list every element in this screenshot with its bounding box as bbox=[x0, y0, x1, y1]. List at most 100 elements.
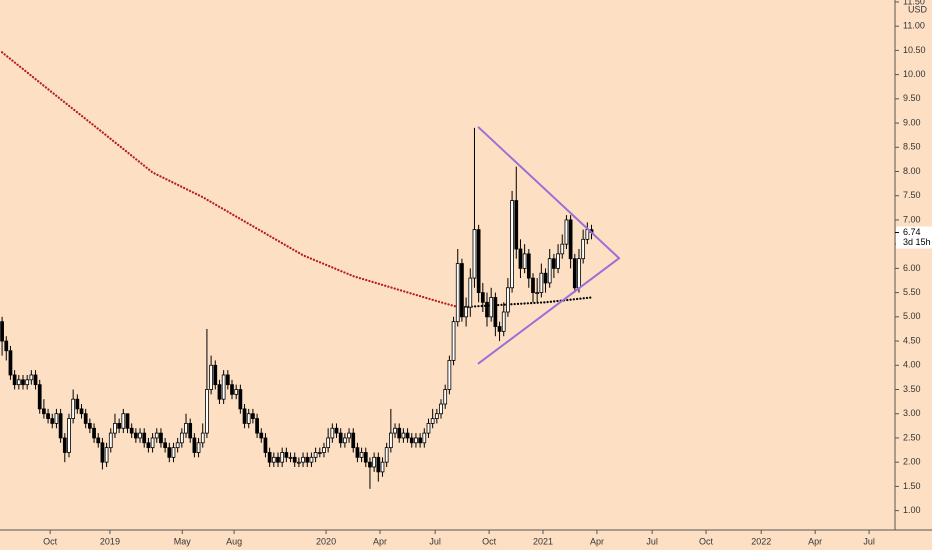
candle-body bbox=[25, 379, 30, 386]
candle-body bbox=[485, 301, 489, 318]
y-tick-label: 10.50 bbox=[903, 45, 926, 55]
y-tick-label: 4.00 bbox=[903, 360, 921, 370]
candle-body bbox=[506, 287, 510, 313]
candle-body bbox=[384, 447, 389, 463]
candle-body bbox=[313, 452, 318, 458]
candle-body bbox=[443, 389, 448, 405]
candle-body bbox=[54, 413, 59, 424]
y-tick-label: 1.00 bbox=[903, 505, 921, 515]
y-tick-label: 5.00 bbox=[903, 311, 921, 321]
candle-body bbox=[539, 272, 544, 294]
y-tick-label: 3.50 bbox=[903, 384, 921, 394]
candle-body bbox=[142, 432, 147, 444]
candle-body bbox=[393, 427, 397, 434]
candle-body bbox=[522, 253, 527, 269]
candle-body bbox=[359, 452, 364, 458]
trendline bbox=[477, 257, 621, 365]
candle-body bbox=[267, 452, 272, 463]
candle-body bbox=[585, 229, 590, 240]
candle-body bbox=[4, 340, 9, 352]
y-tick-label: 3.00 bbox=[903, 408, 921, 418]
y-tick-label: 7.50 bbox=[903, 190, 921, 200]
candle-body bbox=[288, 456, 293, 459]
candle-body bbox=[430, 418, 435, 424]
candle-body bbox=[372, 456, 376, 468]
candle-body bbox=[284, 452, 289, 458]
candle-body bbox=[37, 384, 42, 410]
candle-body bbox=[159, 432, 163, 444]
candle-body bbox=[397, 427, 402, 439]
candle-body bbox=[251, 413, 255, 419]
candle-body bbox=[355, 447, 360, 458]
candle-body bbox=[50, 418, 55, 424]
candle-body bbox=[568, 219, 573, 260]
candle-body bbox=[46, 413, 50, 419]
candle-body bbox=[543, 272, 548, 284]
candle-body bbox=[388, 432, 393, 449]
candle-body bbox=[380, 461, 385, 473]
y-tick-label: 9.00 bbox=[903, 117, 921, 127]
candle-body bbox=[117, 423, 122, 429]
candle-body bbox=[146, 442, 151, 449]
candle-body bbox=[480, 292, 485, 303]
candle-body bbox=[167, 447, 172, 458]
candle-body bbox=[330, 427, 335, 439]
y-tick-label: 11.50 bbox=[903, 0, 925, 6]
candle-body bbox=[12, 374, 17, 386]
candle-body bbox=[510, 200, 514, 289]
candle-body bbox=[217, 384, 222, 400]
candle-body bbox=[138, 432, 142, 439]
candle-body bbox=[422, 432, 427, 444]
candle-body bbox=[213, 364, 218, 386]
candle-body bbox=[577, 258, 581, 289]
candle-body bbox=[376, 456, 381, 473]
candle-body bbox=[42, 408, 46, 415]
x-tick-label: 2019 bbox=[100, 536, 120, 546]
candle-body bbox=[363, 452, 368, 463]
y-tick-label: 6.00 bbox=[903, 263, 921, 273]
candle-body bbox=[464, 306, 468, 318]
candle-body bbox=[556, 253, 560, 269]
candle-body bbox=[242, 408, 247, 424]
candle-body bbox=[476, 229, 481, 294]
candle-body bbox=[238, 389, 243, 410]
candle-body bbox=[255, 418, 259, 434]
last-price-box bbox=[896, 226, 932, 249]
candle-body bbox=[150, 437, 155, 449]
candle-body bbox=[71, 398, 76, 419]
candle-body bbox=[8, 350, 13, 376]
candle-body bbox=[434, 413, 439, 419]
y-tick-label: 5.50 bbox=[903, 287, 921, 297]
candle-body bbox=[58, 413, 63, 439]
candle-body bbox=[347, 432, 351, 439]
x-tick-label: Oct bbox=[43, 536, 58, 546]
last-price-label: 6.74 bbox=[903, 227, 921, 237]
candle-body bbox=[472, 229, 477, 279]
y-tick-label: 11.00 bbox=[903, 21, 925, 31]
candle-body bbox=[276, 456, 280, 463]
candle-body bbox=[338, 432, 343, 444]
candle-body bbox=[301, 456, 305, 463]
candle-body bbox=[234, 389, 239, 395]
candle-body bbox=[572, 258, 577, 289]
candle-body bbox=[297, 461, 301, 464]
x-tick-label: Jul bbox=[863, 536, 875, 546]
candle-body bbox=[334, 427, 339, 434]
candle-body bbox=[518, 248, 523, 269]
candle-body bbox=[129, 427, 134, 434]
candle-body bbox=[133, 432, 138, 439]
y-tick-label: 2.50 bbox=[903, 432, 921, 442]
candle-body bbox=[175, 442, 180, 449]
y-tick-label: 1.50 bbox=[903, 481, 921, 491]
candle-body bbox=[564, 219, 569, 245]
y-tick-label: 8.50 bbox=[903, 142, 921, 152]
candle-body bbox=[271, 456, 276, 463]
candle-body bbox=[83, 413, 88, 424]
candle-body bbox=[280, 452, 285, 463]
candle-body bbox=[368, 461, 372, 468]
candle-body bbox=[581, 238, 586, 260]
candle-body bbox=[460, 263, 464, 318]
candle-body bbox=[188, 423, 193, 439]
